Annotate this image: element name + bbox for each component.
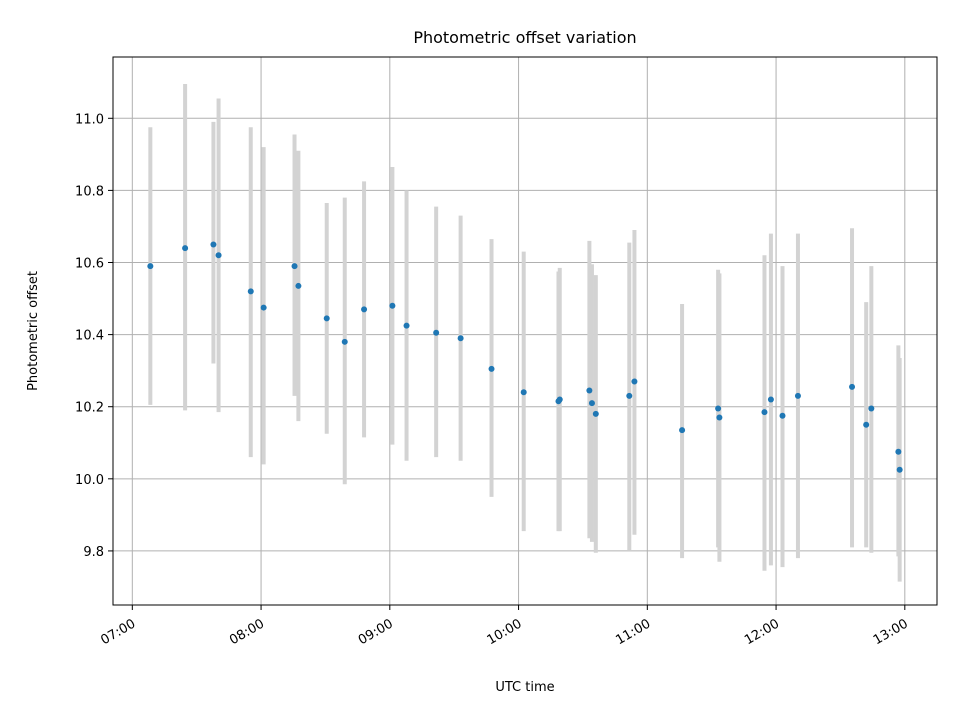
data-point: [147, 263, 154, 270]
data-point: [291, 263, 298, 270]
y-tick-label: 11.0: [75, 112, 104, 127]
data-point: [556, 396, 563, 403]
data-point: [715, 405, 722, 412]
data-point: [215, 252, 222, 259]
data-point: [849, 383, 856, 390]
data-point: [868, 405, 875, 412]
data-point: [588, 400, 595, 407]
y-tick-label: 10.6: [75, 257, 104, 272]
data-point: [433, 329, 440, 336]
data-point: [716, 414, 723, 421]
data-point: [341, 338, 348, 345]
data-point: [761, 409, 768, 416]
data-point: [679, 427, 686, 434]
data-point: [767, 396, 774, 403]
y-axis-label: Photometric offset: [26, 271, 41, 391]
data-point: [779, 412, 786, 419]
data-point: [457, 335, 464, 342]
x-axis-label: UTC time: [495, 680, 554, 695]
data-point: [794, 392, 801, 399]
y-tick-label: 10.2: [75, 401, 104, 416]
y-tick-label: 9.8: [83, 545, 104, 560]
data-point: [863, 421, 870, 428]
data-point: [895, 448, 902, 455]
data-points: [147, 241, 903, 473]
y-axis-ticks: 9.8 10.0 10.2 10.4 10.6 10.8 11.0: [75, 112, 113, 560]
data-point: [488, 365, 495, 372]
data-point: [626, 392, 633, 399]
y-tick-label: 10.8: [75, 184, 104, 199]
data-point: [182, 245, 189, 252]
data-point: [210, 241, 217, 248]
y-tick-label: 10.0: [75, 473, 104, 488]
data-point: [323, 315, 330, 322]
data-point: [389, 302, 396, 309]
y-tick-label: 10.4: [75, 329, 104, 344]
data-point: [520, 389, 527, 396]
data-point: [260, 304, 267, 311]
data-point: [295, 282, 302, 289]
data-point: [631, 378, 638, 385]
data-point: [592, 410, 599, 417]
chart-title: Photometric offset variation: [413, 28, 636, 47]
data-point: [361, 306, 368, 313]
plot-frame: [112, 56, 938, 606]
data-point: [247, 288, 254, 295]
data-point: [403, 322, 410, 329]
data-point: [896, 466, 903, 473]
data-point: [586, 387, 593, 394]
